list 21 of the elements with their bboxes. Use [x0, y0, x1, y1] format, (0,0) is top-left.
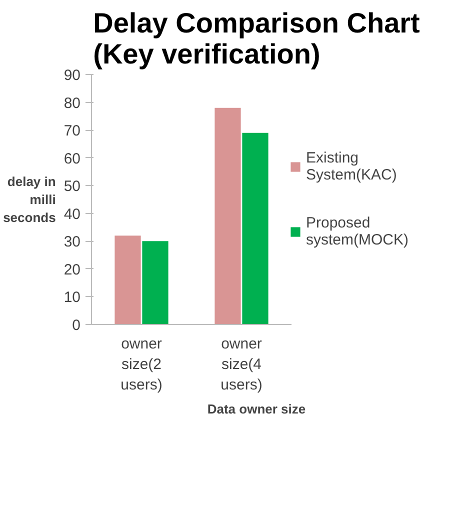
- chart-title: Delay Comparison Chart (Key verification): [93, 8, 420, 70]
- x-axis-title: Data owner size: [207, 401, 306, 416]
- y-tick-label: 60: [64, 150, 81, 168]
- legend-label: Proposed system(MOCK): [306, 214, 410, 250]
- bar: [114, 236, 141, 324]
- y-tick-label: 70: [64, 122, 81, 140]
- y-tick-label: 80: [64, 94, 81, 112]
- y-tick-label: 90: [64, 67, 81, 84]
- y-tick-label: 20: [64, 261, 81, 278]
- legend-label: Existing System(KAC): [306, 148, 398, 186]
- bar: [142, 241, 168, 324]
- y-tick-label: 50: [64, 178, 81, 196]
- y-tick-label: 30: [64, 234, 81, 251]
- y-tick-label: 0: [72, 317, 80, 334]
- y-tick-label: 10: [64, 289, 81, 306]
- bar: [214, 108, 241, 324]
- bar: [242, 132, 268, 324]
- x-tick-label: owner size(4 users): [220, 336, 262, 394]
- x-tick-label: owner size(2 users): [120, 336, 162, 394]
- y-axis-title: delay in milli seconds: [3, 174, 56, 225]
- y-tick-label: 40: [64, 206, 81, 223]
